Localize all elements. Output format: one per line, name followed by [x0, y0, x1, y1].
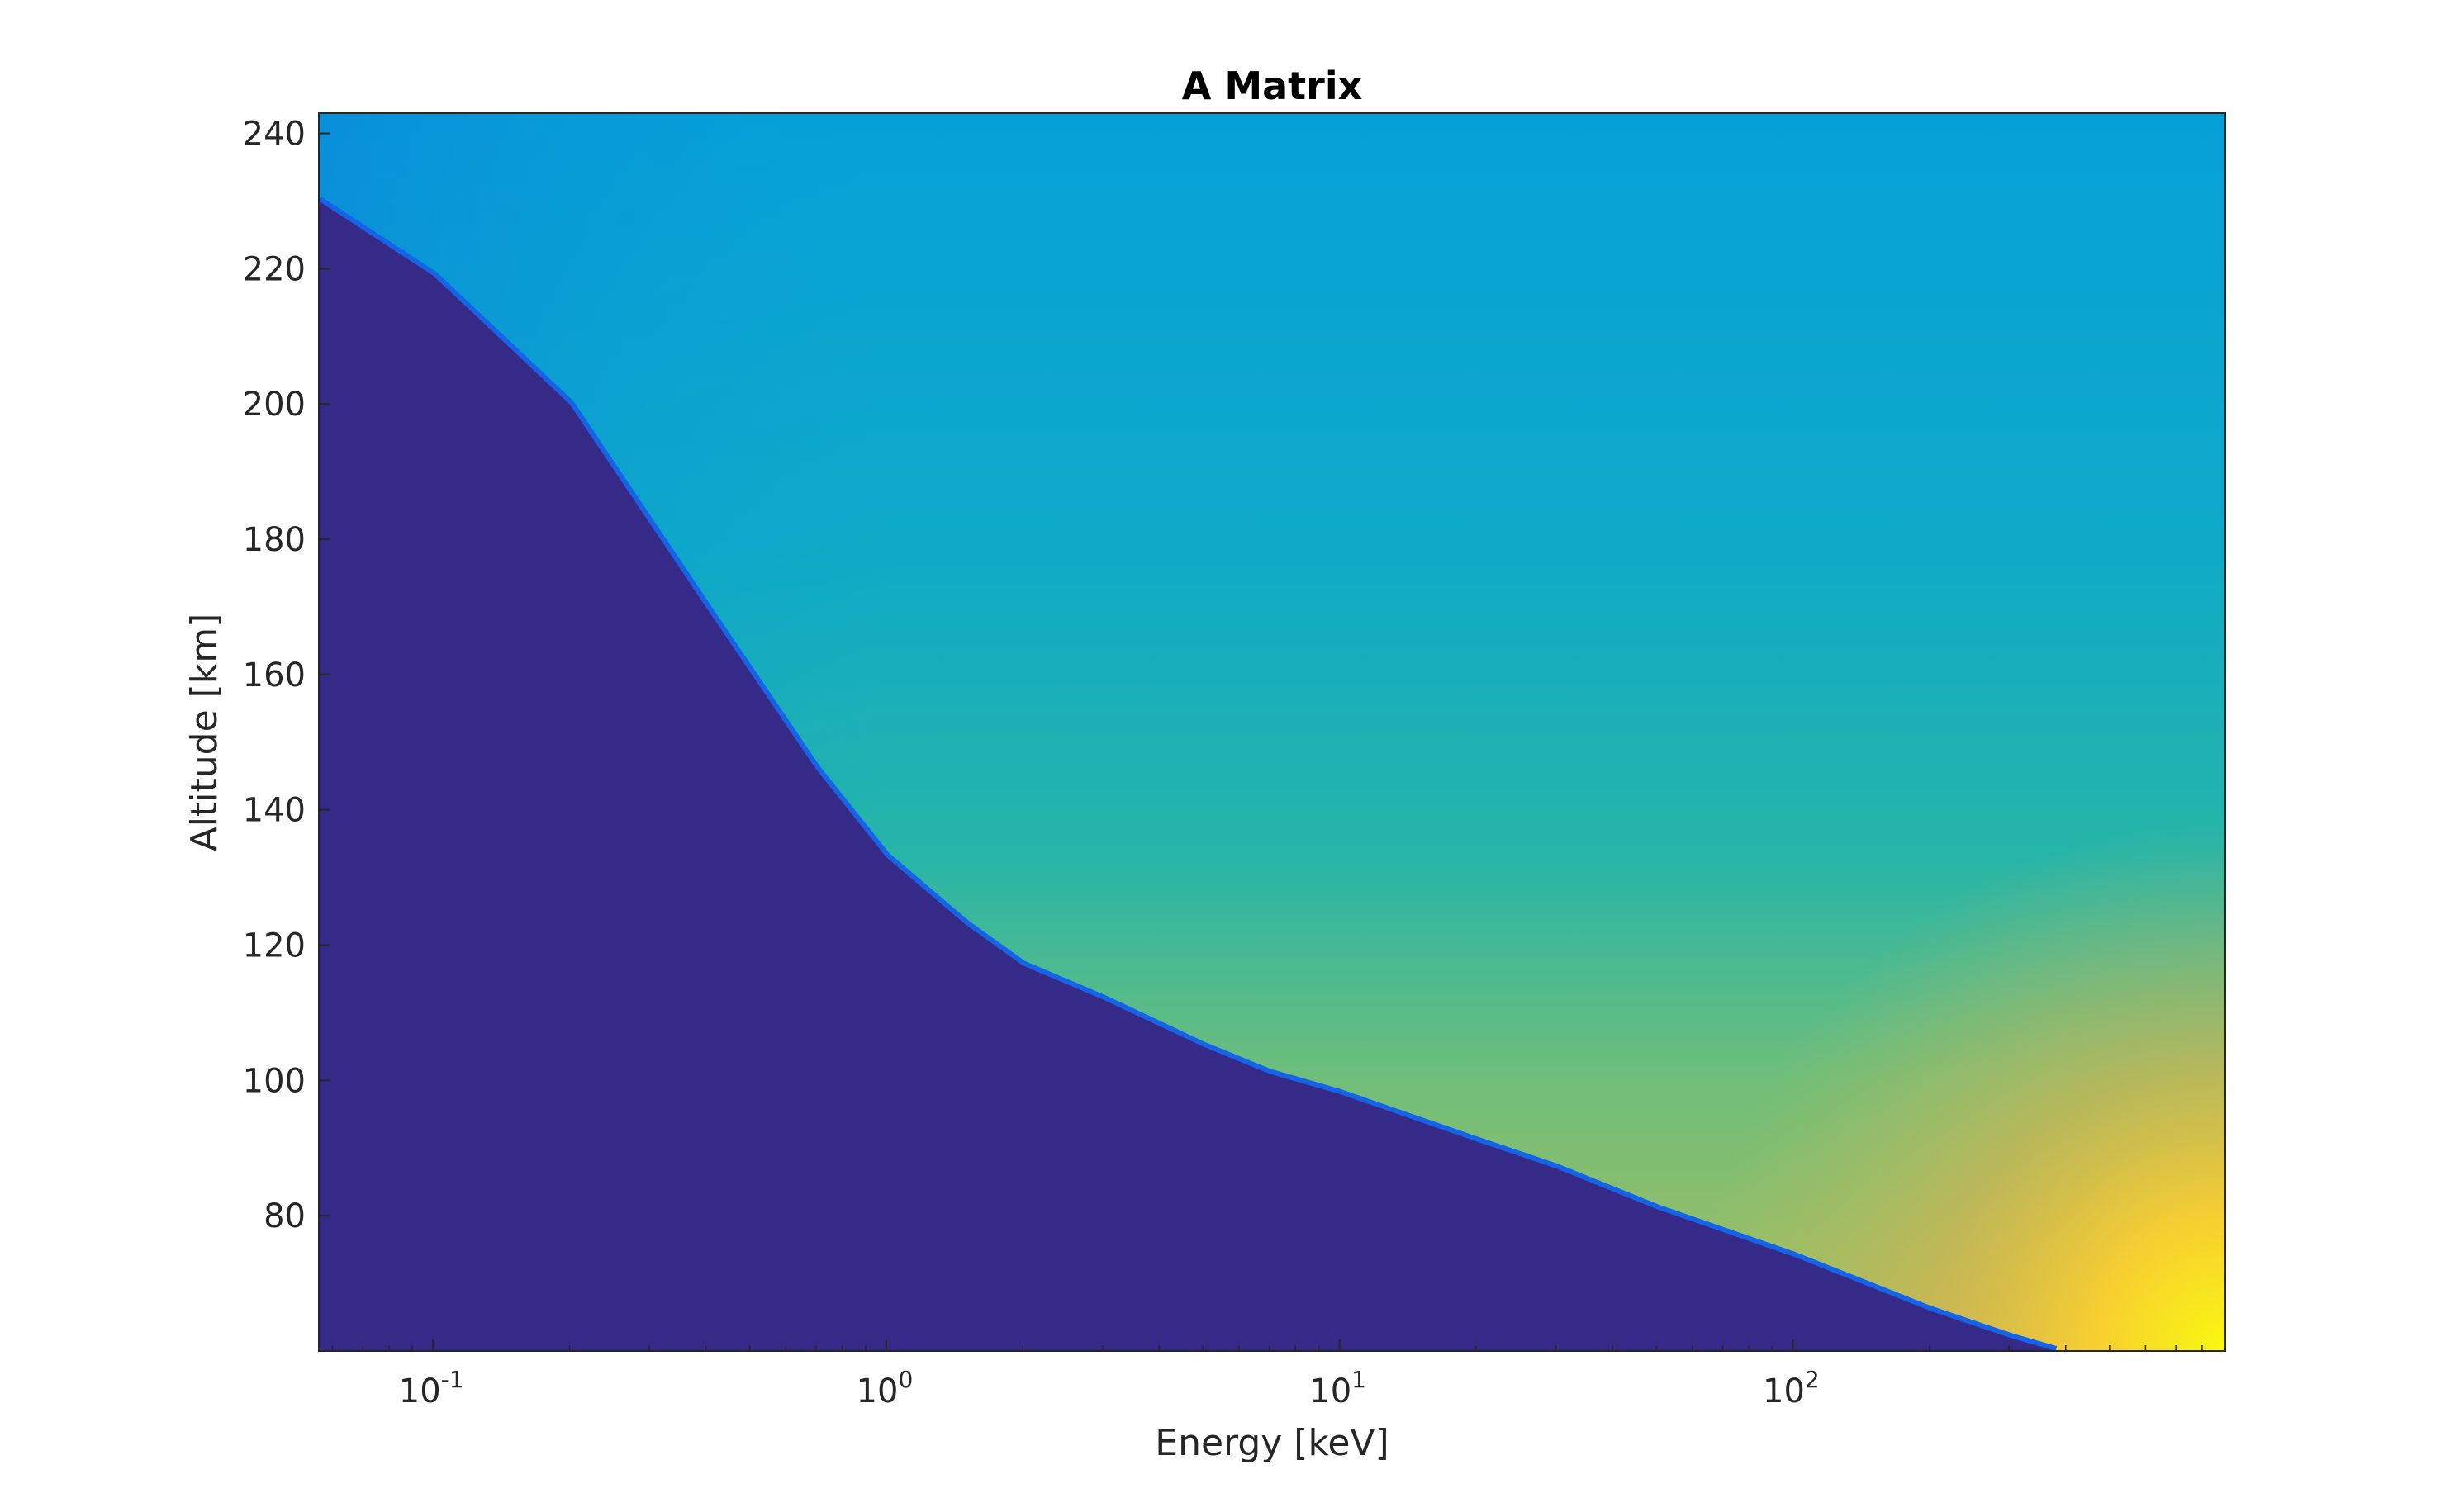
- y-tick-label: 100: [243, 1062, 306, 1100]
- y-axis-label: Altitude [km]: [183, 614, 226, 852]
- x-axis-ticks: 10-1 100 101 102: [331, 1339, 2226, 1410]
- y-tick-label: 200: [243, 386, 306, 424]
- y-tick-label: 180: [243, 521, 306, 559]
- x-axis-label: Energy [keV]: [1155, 1422, 1389, 1464]
- plot-area-frame: [318, 112, 2226, 1352]
- below-cutoff-region: [319, 201, 2056, 1351]
- y-tick-label: 120: [243, 927, 306, 965]
- x-tick-label: 101: [1309, 1366, 1366, 1410]
- y-tick-label: 140: [243, 792, 306, 830]
- y-tick-label: 220: [243, 250, 306, 288]
- y-tick-label: 80: [264, 1197, 306, 1235]
- chart-title: A Matrix: [1182, 64, 1363, 108]
- y-tick-label: 240: [243, 116, 306, 154]
- x-tick-label: 100: [857, 1366, 914, 1410]
- x-tick-label: 102: [1763, 1366, 1820, 1410]
- y-axis-ticks: 80 100 120 140 160 180 200 220 240: [243, 116, 330, 1235]
- x-tick-label: 10-1: [399, 1366, 464, 1410]
- y-tick-label: 160: [243, 656, 306, 694]
